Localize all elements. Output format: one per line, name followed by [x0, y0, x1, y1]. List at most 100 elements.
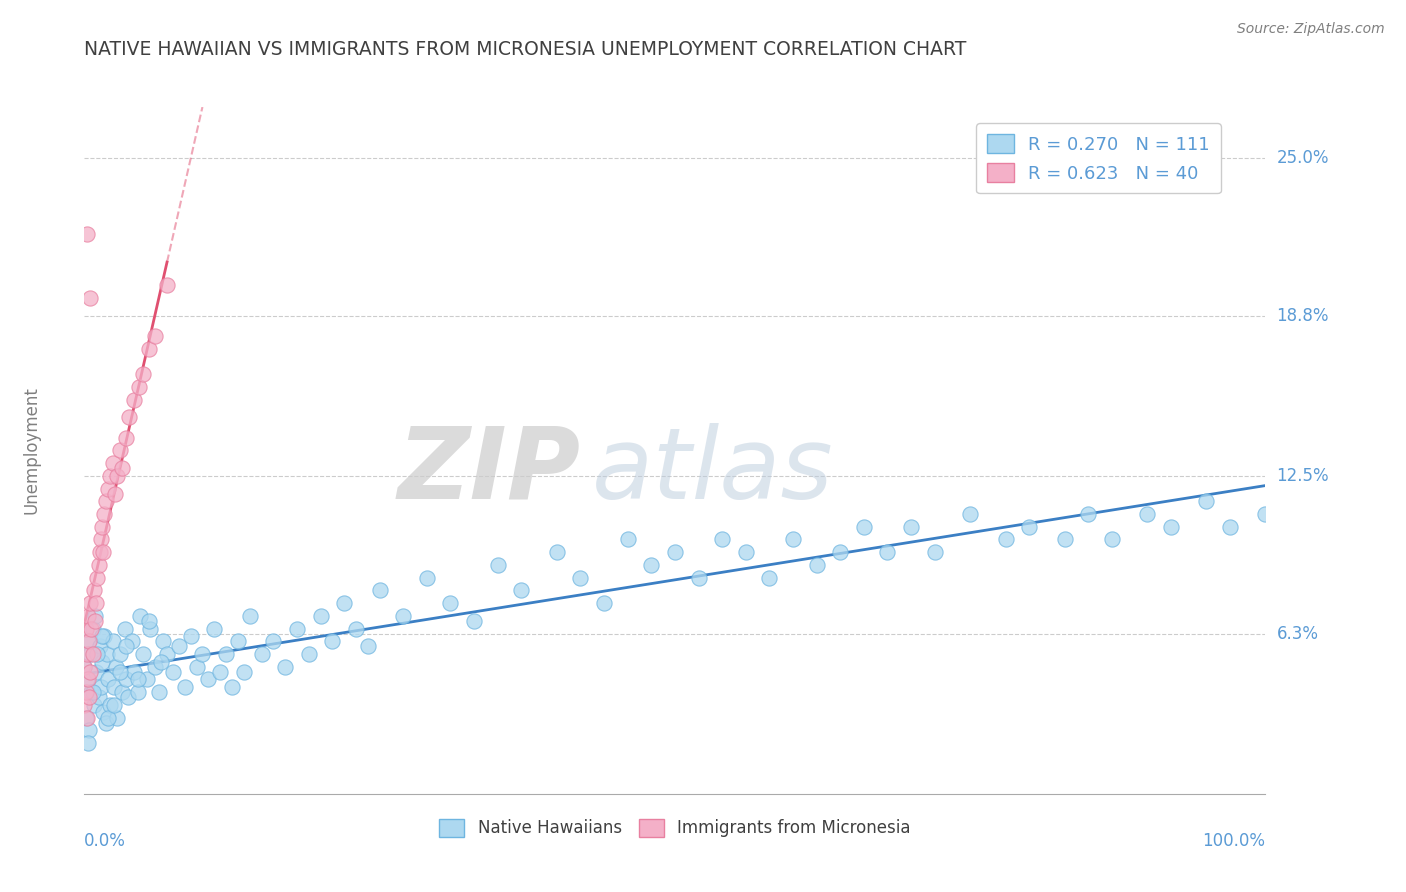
- Point: [711, 533, 734, 547]
- Point: [91, 545, 114, 559]
- Point: [75, 710, 97, 724]
- Text: 0.0%: 0.0%: [84, 831, 127, 850]
- Point: [79, 596, 101, 610]
- Text: ZIP: ZIP: [398, 423, 581, 519]
- Point: [1160, 520, 1182, 534]
- Point: [510, 583, 533, 598]
- Point: [79, 665, 101, 679]
- Point: [546, 545, 568, 559]
- Text: 100.0%: 100.0%: [1202, 831, 1265, 850]
- Point: [82, 622, 104, 636]
- Point: [86, 571, 108, 585]
- Point: [89, 545, 111, 559]
- Point: [416, 571, 439, 585]
- Point: [262, 634, 284, 648]
- Point: [250, 647, 273, 661]
- Point: [76, 673, 98, 687]
- Point: [368, 583, 391, 598]
- Point: [108, 647, 131, 661]
- Point: [152, 634, 174, 648]
- Point: [76, 710, 98, 724]
- Point: [138, 342, 160, 356]
- Point: [852, 520, 875, 534]
- Point: [108, 665, 131, 679]
- Point: [93, 629, 115, 643]
- Point: [107, 710, 129, 724]
- Point: [84, 608, 107, 623]
- Point: [77, 634, 100, 648]
- Point: [344, 622, 367, 636]
- Text: Unemployment: Unemployment: [22, 386, 41, 515]
- Point: [616, 533, 638, 547]
- Point: [79, 647, 101, 661]
- Point: [104, 486, 127, 500]
- Point: [173, 680, 195, 694]
- Point: [924, 545, 946, 559]
- Point: [569, 571, 592, 585]
- Point: [97, 673, 120, 687]
- Point: [77, 690, 100, 705]
- Point: [392, 608, 415, 623]
- Point: [84, 614, 107, 628]
- Point: [80, 622, 103, 636]
- Point: [101, 634, 124, 648]
- Point: [202, 622, 225, 636]
- Point: [156, 278, 179, 293]
- Point: [333, 596, 356, 610]
- Point: [221, 680, 243, 694]
- Point: [86, 647, 108, 661]
- Point: [91, 520, 114, 534]
- Point: [782, 533, 804, 547]
- Point: [150, 655, 173, 669]
- Point: [94, 715, 117, 730]
- Point: [77, 608, 100, 623]
- Legend: Native Hawaiians, Immigrants from Micronesia: Native Hawaiians, Immigrants from Micron…: [433, 812, 917, 844]
- Point: [93, 507, 115, 521]
- Point: [114, 673, 136, 687]
- Point: [357, 640, 380, 654]
- Point: [136, 673, 159, 687]
- Point: [77, 736, 100, 750]
- Point: [103, 698, 125, 712]
- Text: 6.3%: 6.3%: [1277, 624, 1319, 642]
- Point: [209, 665, 232, 679]
- Point: [108, 443, 131, 458]
- Text: 12.5%: 12.5%: [1277, 467, 1329, 485]
- Point: [83, 698, 105, 712]
- Point: [143, 659, 166, 673]
- Point: [87, 690, 110, 705]
- Point: [959, 507, 981, 521]
- Point: [806, 558, 828, 572]
- Point: [439, 596, 461, 610]
- Point: [640, 558, 662, 572]
- Point: [121, 634, 143, 648]
- Point: [98, 469, 121, 483]
- Point: [91, 629, 114, 643]
- Point: [87, 558, 110, 572]
- Point: [128, 608, 150, 623]
- Point: [122, 392, 145, 407]
- Point: [162, 665, 184, 679]
- Point: [94, 494, 117, 508]
- Point: [80, 685, 103, 699]
- Point: [309, 608, 332, 623]
- Point: [285, 622, 308, 636]
- Point: [122, 665, 145, 679]
- Point: [114, 622, 136, 636]
- Point: [486, 558, 509, 572]
- Point: [167, 640, 190, 654]
- Point: [994, 533, 1017, 547]
- Point: [118, 410, 141, 425]
- Point: [107, 469, 129, 483]
- Point: [82, 647, 104, 661]
- Point: [1195, 494, 1218, 508]
- Point: [73, 659, 96, 673]
- Point: [73, 659, 96, 673]
- Point: [79, 291, 101, 305]
- Point: [143, 329, 166, 343]
- Point: [191, 647, 214, 661]
- Point: [180, 629, 202, 643]
- Point: [83, 583, 105, 598]
- Point: [1254, 507, 1277, 521]
- Point: [298, 647, 321, 661]
